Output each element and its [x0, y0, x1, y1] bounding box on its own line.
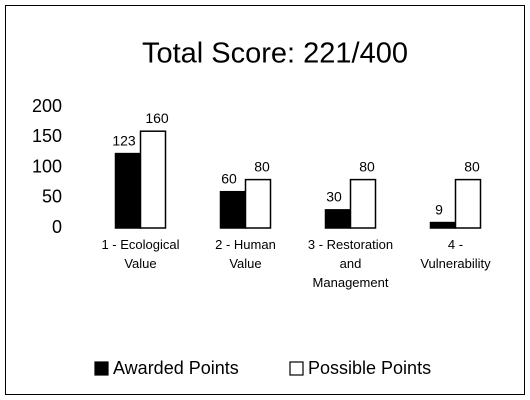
data-label: 9 — [435, 201, 443, 217]
y-tick-label: 200 — [32, 96, 62, 116]
y-tick-label: 100 — [32, 156, 62, 176]
bar — [324, 209, 352, 229]
data-label: 30 — [326, 189, 342, 205]
data-label: 60 — [221, 170, 237, 186]
x-tick-label: 4 -Vulnerability — [420, 237, 491, 271]
data-label: 160 — [145, 110, 169, 126]
bar — [114, 152, 142, 229]
data-label: 80 — [359, 158, 375, 174]
y-tick-label: 0 — [52, 217, 62, 237]
data-label: 80 — [464, 158, 480, 174]
data-label: 123 — [112, 132, 136, 148]
bar — [349, 178, 377, 229]
legend-swatch — [289, 361, 304, 376]
x-tick-label: 3 - Restoration and Management — [308, 237, 393, 290]
bar — [429, 221, 457, 229]
legend-swatch — [94, 361, 109, 376]
y-tick-label: 150 — [32, 126, 62, 146]
bar — [219, 190, 247, 229]
bar — [454, 178, 482, 229]
bar — [244, 178, 272, 229]
chart-title: Total Score: 221/400 — [142, 38, 408, 70]
legend-label: Awarded Points — [113, 358, 239, 378]
data-label: 80 — [254, 158, 270, 174]
x-tick-label: 2 - Human Value — [215, 237, 276, 271]
x-tick-label: 1 - Ecological Value — [101, 237, 179, 271]
legend-label: Possible Points — [308, 358, 431, 378]
y-tick-label: 50 — [42, 187, 62, 207]
bar — [139, 130, 167, 229]
